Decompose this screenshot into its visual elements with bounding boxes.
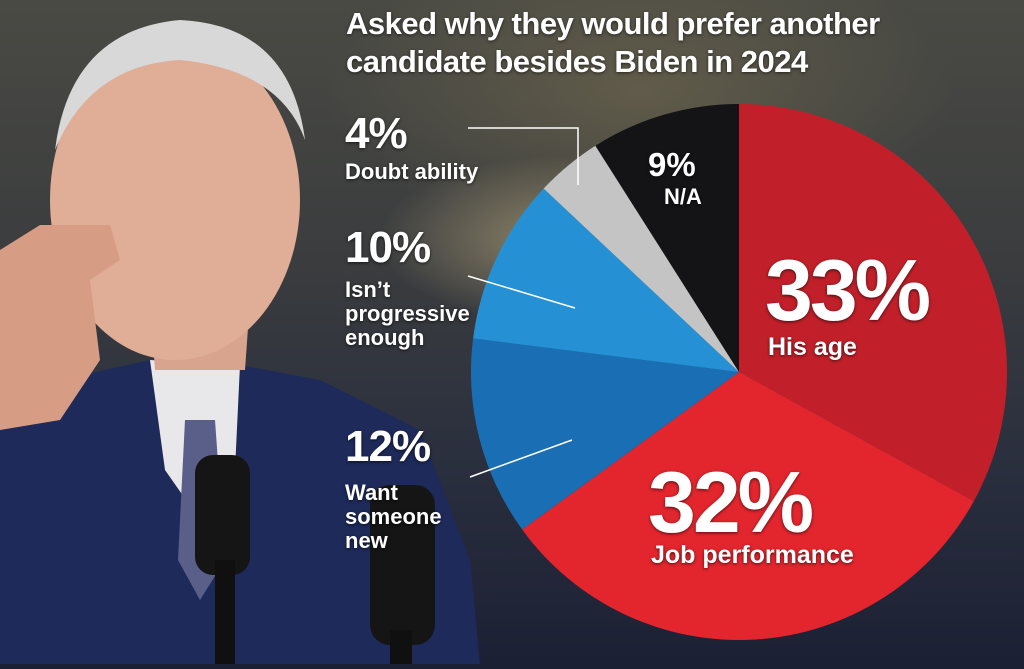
chart-title-line-1: Asked why they would prefer another: [346, 6, 880, 41]
label-line: Want: [345, 480, 398, 505]
pie-slice-job-performance: [522, 372, 974, 641]
label-line: enough: [345, 325, 425, 350]
label-line: progressive: [345, 301, 470, 326]
pie-slice-want-someone-new: [470, 338, 739, 530]
pie-slice-doubt-ability: [543, 145, 739, 372]
label-line: new: [345, 528, 388, 553]
label-line: Isn’t: [345, 277, 391, 302]
data-label-want-someone-new-text: Want someone new: [345, 481, 442, 553]
pie-slice-his-age: [739, 104, 1007, 502]
data-label-isnt-progressive-pct: 10%: [345, 223, 431, 272]
pie-slice-na: [595, 104, 739, 372]
data-label-isnt-progressive-text: Isn’t progressive enough: [345, 278, 470, 350]
data-label-doubt-ability-text: Doubt ability: [345, 159, 479, 184]
data-label-na-text: N/A: [664, 184, 702, 209]
chart-title-line-2: candidate besides Biden in 2024: [346, 44, 808, 79]
leader-line-want-someone-new: [469, 439, 573, 478]
data-label-want-someone-new-pct: 12%: [345, 422, 431, 471]
label-line: someone: [345, 504, 442, 529]
data-label-job-performance-text: Job performance: [651, 541, 854, 569]
data-label-na-pct: 9%: [648, 146, 696, 183]
data-label-job-performance-pct: 32%: [648, 455, 814, 551]
leader-line-doubt-ability: [468, 127, 579, 185]
data-label-his-age-text: His age: [768, 333, 857, 361]
leader-line-isnt-progressive: [467, 275, 576, 309]
pie-slice-isnt-progressive-enough: [473, 188, 739, 372]
data-label-doubt-ability-pct: 4%: [345, 109, 408, 158]
data-label-his-age-pct: 33%: [765, 243, 931, 339]
